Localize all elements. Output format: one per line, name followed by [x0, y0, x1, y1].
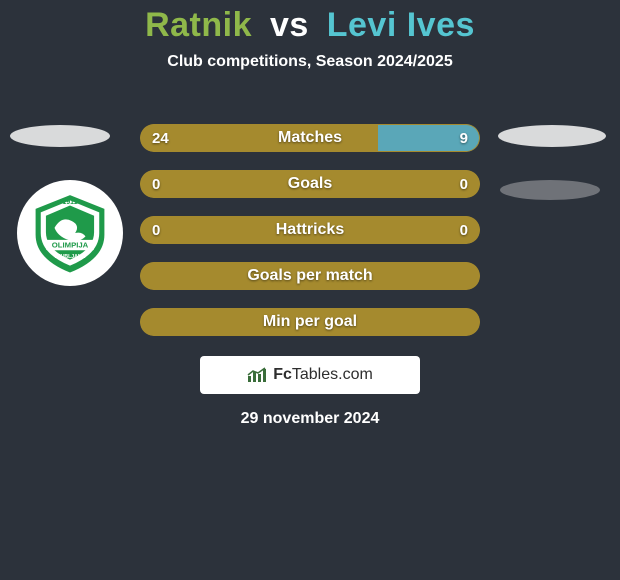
crest-bottom-text: LJUBLJANA [55, 254, 86, 260]
player2-club-placeholder [500, 180, 600, 200]
brand-attribution[interactable]: FcTables.com [200, 356, 420, 394]
player1-photo-placeholder [10, 125, 110, 147]
stat-row: Goals0 0 [140, 170, 480, 198]
stat-value-right: 0 [460, 222, 468, 239]
player1-name: Ratnik [145, 6, 252, 44]
stat-row: Goals per match [140, 262, 480, 290]
stat-row: Min per goal [140, 308, 480, 336]
brand-prefix: Fc [273, 366, 292, 383]
stat-label: Hattricks [140, 221, 480, 239]
stats-comparison-area: Matches249Goals00Hattricks00Goals per ma… [140, 124, 480, 354]
stat-label: Matches [140, 129, 480, 147]
bar-chart-icon [247, 367, 267, 383]
stat-label: Goals [140, 175, 480, 193]
stat-value-left: 0 [152, 222, 160, 239]
stat-label: Min per goal [140, 313, 480, 331]
stat-value-left: 24 [152, 130, 169, 147]
comparison-date: 29 november 2024 [0, 410, 620, 428]
crest-main-text: OLIMPIJA [52, 241, 89, 250]
player2-name: Levi Ives [327, 6, 475, 44]
comparison-subtitle: Club competitions, Season 2024/2025 [0, 45, 620, 71]
brand-text: FcTables.com [273, 366, 373, 384]
stat-value-right: 0 [460, 176, 468, 193]
player2-photo-placeholder [498, 125, 606, 147]
player1-club-badge: 1911 OLIMPIJA LJUBLJANA [17, 180, 123, 286]
stat-row: Hattricks0 0 [140, 216, 480, 244]
crest-year: 1911 [63, 199, 78, 206]
stat-value-left: 0 [152, 176, 160, 193]
stat-row: Matches24 9 [140, 124, 480, 152]
brand-suffix: Tables.com [292, 366, 373, 383]
club-crest-icon: 1911 OLIMPIJA LJUBLJANA [27, 190, 113, 276]
stat-label: Goals per match [140, 267, 480, 285]
vs-text: vs [270, 6, 309, 44]
comparison-title: Ratnik vs Levi Ives [0, 0, 620, 45]
stat-value-right: 9 [460, 130, 468, 147]
